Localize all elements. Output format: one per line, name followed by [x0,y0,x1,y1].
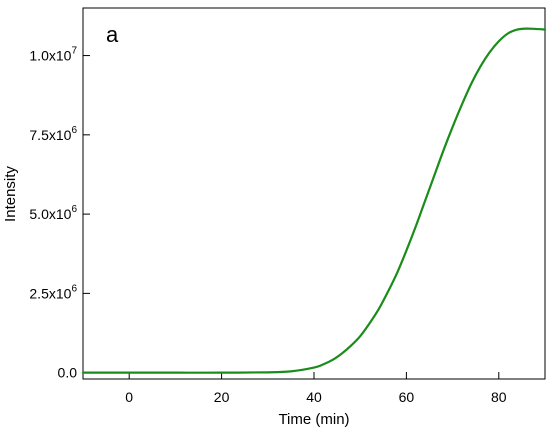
y-tick-label: 2.5x106 [29,283,77,301]
x-tick-label: 80 [491,389,507,405]
y-tick-mantissa: 1.0x10 [29,48,71,64]
x-tick-label: 40 [306,389,322,405]
y-tick-label: 7.5x106 [29,125,77,143]
panel-label: a [106,22,119,47]
y-tick-label: 0.0 [58,365,78,381]
y-tick-exponent: 6 [71,283,77,294]
x-tick-label: 0 [125,389,133,405]
x-axis-ticks: 0 20 40 60 80 [125,372,507,405]
y-tick-label: 5.0x106 [29,204,77,222]
y-tick-mantissa: 7.5x10 [29,127,71,143]
y-tick-exponent: 6 [71,204,77,215]
y-tick-mantissa: 2.5x10 [29,285,71,301]
plot-frame [82,7,546,380]
y-tick-mantissa: 5.0x10 [29,206,71,222]
x-tick-label: 60 [399,389,415,405]
y-tick-label: 1.0x107 [29,46,77,64]
y-tick-exponent: 7 [71,46,77,57]
y-tick-exponent: 6 [71,125,77,136]
y-tick-mantissa: 0.0 [58,365,78,381]
x-axis-label: Time (min) [278,411,349,428]
x-tick-label: 20 [214,389,230,405]
intensity-series-line [81,27,547,374]
y-axis-label: Intensity [2,166,19,222]
